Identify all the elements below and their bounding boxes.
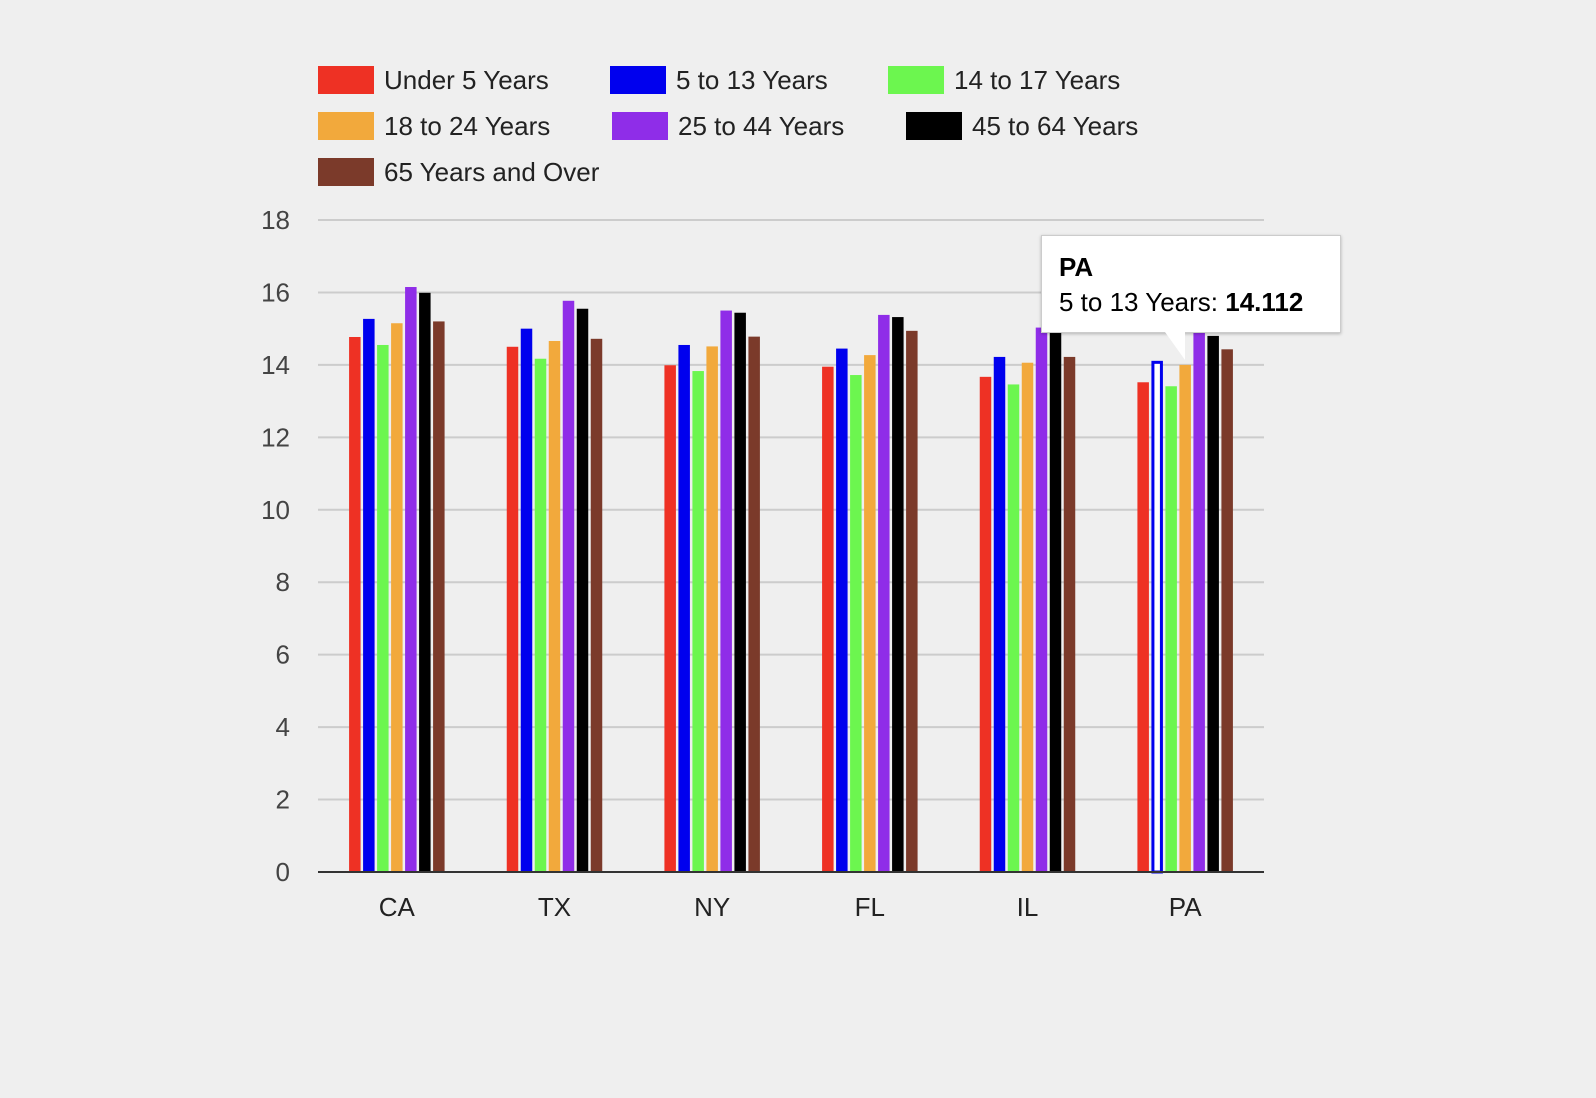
y-tick-label: 12 [261,422,290,452]
legend-label: Under 5 Years [384,65,549,95]
legend-swatch [610,66,666,94]
y-tick-label: 6 [276,640,290,670]
tooltip-value: 14.112 [1225,287,1304,317]
bar[interactable] [534,358,547,873]
legend-swatch [318,158,374,186]
tooltip-label: 5 to 13 Years: [1059,287,1219,317]
legend-label: 45 to 64 Years [972,111,1138,141]
legend-swatch [888,66,944,94]
bar[interactable] [1207,335,1219,872]
bar[interactable] [1049,333,1062,873]
legend-swatch [906,112,962,140]
bar[interactable] [1179,364,1191,872]
tooltip: PA 5 to 13 Years: 14.112 [1041,235,1341,333]
bar[interactable] [576,308,589,872]
bar[interactable] [562,300,575,873]
bar[interactable] [748,336,760,872]
tooltip-pointer [1165,332,1185,360]
legend-swatch [318,66,374,94]
y-tick-label: 0 [276,857,290,887]
bar[interactable] [405,287,417,872]
bar[interactable] [878,314,890,872]
x-tick-label: TX [538,892,571,922]
x-axis-ticks: CA TX NY FL IL PA [379,892,1202,922]
y-tick-label: 8 [276,567,290,597]
bar[interactable] [590,338,603,872]
y-tick-label: 2 [276,785,290,815]
bar[interactable] [822,366,834,872]
bar[interactable] [391,323,403,872]
legend-label: 65 Years and Over [384,157,600,187]
bar[interactable] [363,318,375,872]
bar[interactable] [906,330,918,873]
y-tick-label: 18 [261,205,290,235]
bar[interactable] [520,328,533,873]
tooltip-line: 5 to 13 Years: 14.112 [1059,284,1340,320]
bar[interactable] [734,312,746,872]
bar-highlighted[interactable] [1151,360,1163,874]
bar[interactable] [720,310,732,872]
bar[interactable] [850,375,862,872]
bar[interactable] [506,346,519,872]
bar[interactable] [349,336,361,872]
y-tick-label: 14 [261,350,290,380]
bar[interactable] [706,346,718,873]
bar[interactable] [979,376,992,872]
x-tick-label: FL [855,892,885,922]
bars [349,287,1233,874]
legend-swatch [318,112,374,140]
bar[interactable] [993,356,1006,872]
x-tick-label: IL [1017,892,1039,922]
bar[interactable] [864,355,876,872]
bar[interactable] [1021,362,1034,872]
bar[interactable] [692,371,704,872]
legend-label: 5 to 13 Years [676,65,828,95]
bar[interactable] [836,348,848,873]
bar[interactable] [1165,386,1177,872]
legend-label: 18 to 24 Years [384,111,550,141]
legend: Under 5 Years 5 to 13 Years 14 to 17 Years… [318,65,1138,187]
bar[interactable] [1193,332,1205,872]
bar[interactable] [892,317,904,872]
bar[interactable] [1007,384,1020,872]
bar[interactable] [433,321,445,872]
y-tick-label: 4 [276,712,290,742]
x-tick-label: PA [1169,892,1202,922]
tooltip-title: PA [1059,252,1094,282]
bar[interactable] [377,344,389,872]
bar[interactable] [1035,327,1048,873]
bar[interactable] [419,292,431,873]
gridlines [318,219,1264,801]
y-tick-label: 10 [261,495,290,525]
bar[interactable] [1221,349,1233,872]
legend-label: 14 to 17 Years [954,65,1120,95]
legend-swatch [612,112,668,140]
legend-label: 25 to 44 Years [678,111,844,141]
bar[interactable] [548,340,561,873]
x-tick-label: CA [379,892,416,922]
bar[interactable] [1137,382,1149,872]
bar[interactable] [678,344,690,872]
bar[interactable] [1063,356,1076,872]
y-tick-label: 16 [261,277,290,307]
y-axis-ticks: 0 2 4 6 8 10 12 14 16 18 [261,205,290,887]
bar[interactable] [664,365,676,872]
x-tick-label: NY [694,892,730,922]
